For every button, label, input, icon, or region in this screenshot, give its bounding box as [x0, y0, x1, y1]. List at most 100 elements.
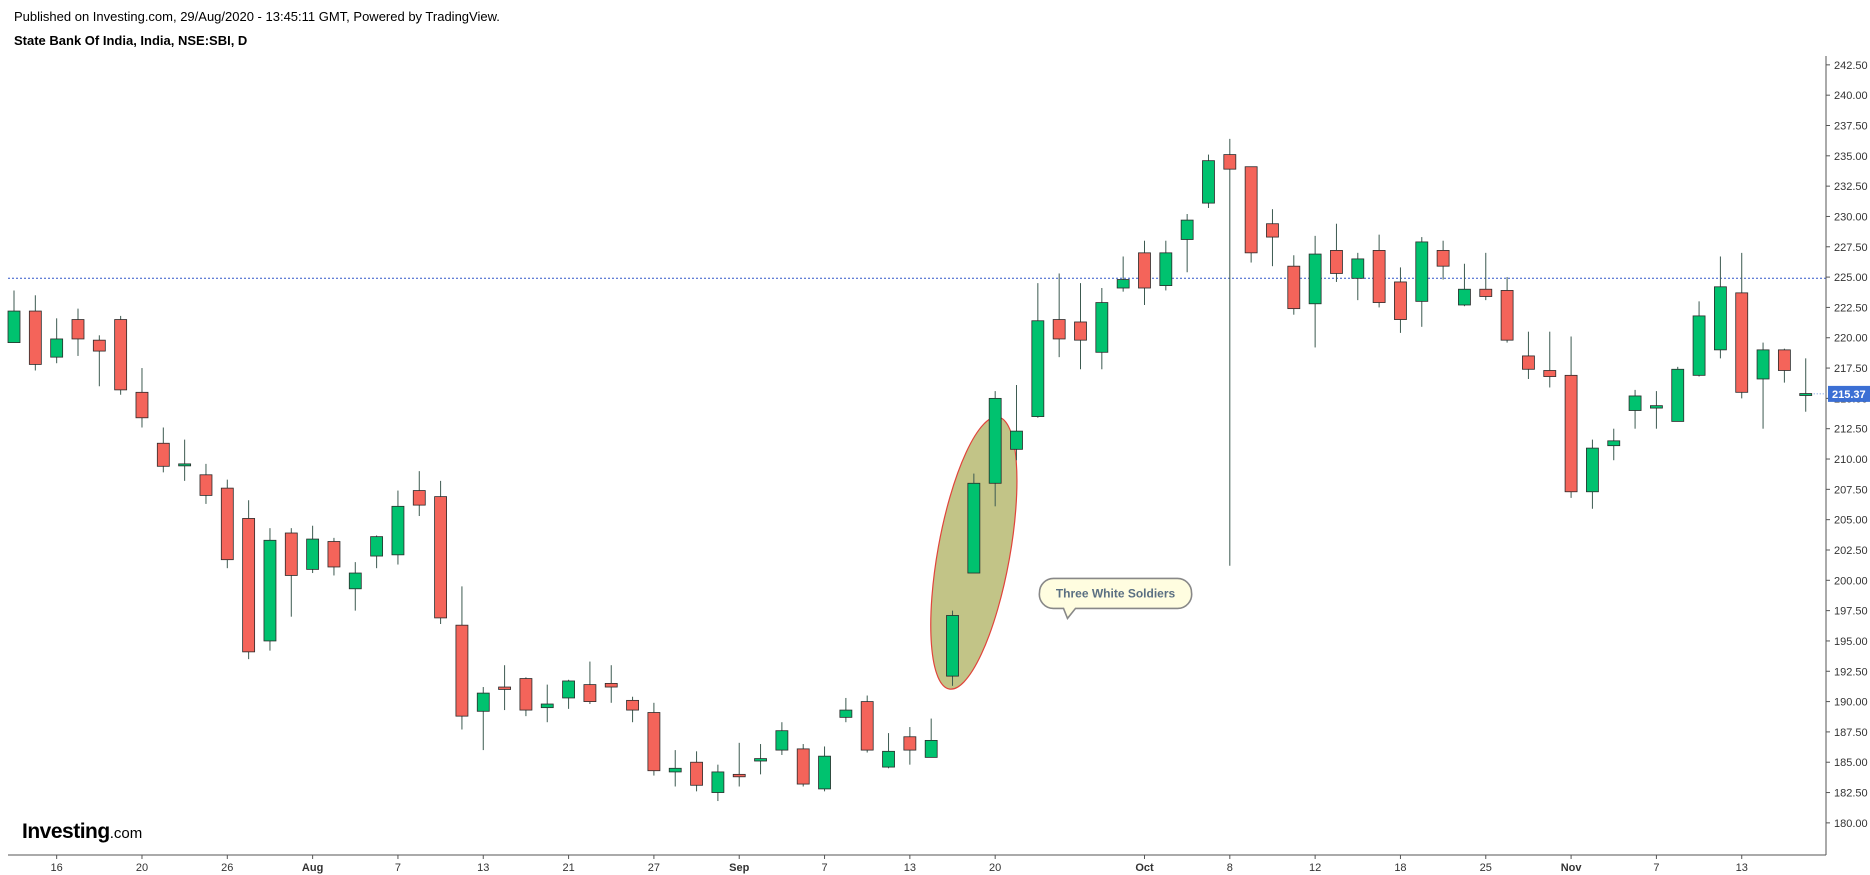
candle: [1202, 154, 1215, 208]
candle-body-up: [50, 338, 64, 358]
candle-body-down: [1564, 374, 1578, 493]
candle: [220, 479, 234, 569]
x-tick-label: Oct: [1135, 862, 1154, 874]
candle-body-up: [1628, 395, 1642, 411]
candle: [1372, 234, 1386, 308]
candle-body-down: [1735, 292, 1749, 393]
x-tick-label: 20: [136, 862, 148, 874]
candle-body-up: [1671, 368, 1685, 422]
candle: [1564, 336, 1578, 498]
candle: [1522, 331, 1535, 379]
candle-body-up: [967, 482, 981, 574]
candle-body-up: [711, 771, 725, 793]
candle: [711, 764, 725, 802]
candle-body-up: [818, 755, 831, 790]
candle-body-up: [1116, 279, 1130, 289]
candle: [1479, 252, 1493, 301]
candle: [1052, 273, 1066, 358]
candle-body-up: [7, 310, 21, 343]
candle: [860, 695, 874, 753]
x-tick-label: Nov: [1561, 862, 1583, 874]
callout-layer: Three White Soldiers: [1038, 577, 1193, 621]
candle: [1650, 391, 1663, 429]
candle-body-down: [1223, 154, 1237, 170]
candle-body-down: [28, 310, 42, 365]
y-tick-label: 180.00: [1834, 818, 1868, 830]
y-tick-label: 225.00: [1834, 272, 1868, 284]
current-price-tag: [1828, 385, 1870, 402]
candle-body-down: [1522, 355, 1535, 370]
candle-body-up: [1650, 405, 1663, 409]
candle: [135, 368, 149, 428]
candle-body-down: [1543, 370, 1557, 377]
candle-body-up: [562, 680, 575, 699]
candle-body-up: [1180, 219, 1194, 240]
callout-bubble: [1038, 577, 1193, 621]
candle-body-up: [1010, 430, 1023, 450]
candle: [882, 733, 895, 769]
y-tick-label: 195.00: [1834, 636, 1868, 648]
candle-body-up: [946, 615, 959, 677]
y-tick-label: 182.50: [1834, 788, 1868, 800]
candle-body-down: [498, 686, 511, 690]
candle: [1692, 301, 1706, 377]
candle: [1777, 348, 1791, 383]
x-tick-label: 21: [562, 862, 574, 874]
candle: [370, 535, 384, 569]
candle: [1330, 223, 1343, 282]
candle-body-up: [1159, 252, 1173, 286]
x-tick-label: 7: [1653, 862, 1659, 874]
candle: [284, 528, 298, 617]
y-tick-label: 212.50: [1834, 424, 1868, 436]
y-tick-label: 197.50: [1834, 606, 1868, 618]
candle: [903, 727, 917, 765]
candle: [114, 315, 128, 395]
candle-body-down: [135, 391, 149, 419]
y-tick-label: 192.50: [1834, 666, 1868, 678]
candle-body-up: [1756, 349, 1770, 380]
candle: [455, 586, 469, 730]
candle: [1287, 255, 1301, 315]
investing-logo: Investing.com: [22, 820, 142, 844]
candle: [690, 751, 703, 792]
candle: [583, 661, 597, 705]
candle-body-up: [1415, 241, 1429, 302]
candle: [1714, 256, 1727, 359]
axes-layer: 180.00 182.50 185.00 187.50 190.00 192.50 195.…: [8, 56, 1870, 874]
y-tick-label: 237.50: [1834, 120, 1868, 132]
callout-label: Three White Soldiers: [1056, 586, 1176, 600]
y-tick-label: 185.00: [1834, 757, 1868, 769]
x-tick-label: 13: [477, 862, 489, 874]
candle: [732, 742, 746, 787]
candle: [1244, 166, 1258, 263]
candle-body-down: [860, 701, 874, 751]
y-tick-label: 227.50: [1834, 242, 1868, 254]
x-tick-label: Aug: [302, 862, 323, 874]
candle: [348, 562, 362, 611]
x-tick-label: 16: [51, 862, 63, 874]
candle: [839, 697, 853, 723]
candle-body-up: [988, 397, 1002, 484]
y-tick-label: 217.50: [1834, 363, 1868, 375]
candle-body-up: [1031, 320, 1045, 417]
candle-body-down: [1138, 252, 1151, 289]
candle-body-down: [1436, 250, 1450, 267]
candle-body-down: [242, 518, 256, 653]
candle-body-up: [1692, 315, 1706, 376]
x-tick-label: 13: [1736, 862, 1748, 874]
y-tick-label: 220.00: [1834, 333, 1868, 345]
x-tick-label: 18: [1394, 862, 1406, 874]
candle: [1799, 358, 1813, 412]
candle: [1116, 256, 1130, 292]
x-tick-label: 13: [904, 862, 916, 874]
candle: [1031, 283, 1045, 418]
candle: [796, 744, 810, 787]
y-tick-label: 190.00: [1834, 697, 1868, 709]
candle: [668, 750, 682, 787]
candle-body-up: [1308, 253, 1322, 305]
candle-body-up: [775, 730, 789, 751]
y-tick-label: 242.50: [1834, 60, 1868, 72]
candle: [1543, 331, 1557, 388]
y-tick-label: 222.50: [1834, 302, 1868, 314]
